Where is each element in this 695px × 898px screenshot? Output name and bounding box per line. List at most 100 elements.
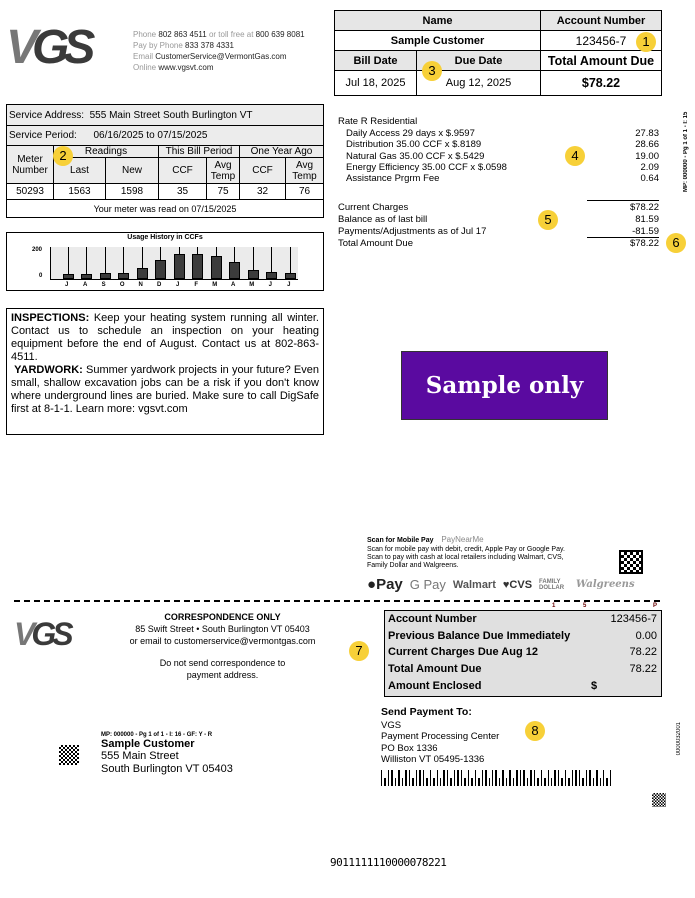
x-tick-label: A xyxy=(231,282,236,288)
charge-line: Assistance Prgrm Fee 0.64 xyxy=(346,173,659,185)
rate-name: Rate R Residential xyxy=(338,116,418,127)
charge-line: Energy Efficiency 35.00 CCF x $.0598 2.09 xyxy=(346,161,659,173)
datamatrix-icon xyxy=(59,745,79,765)
barcode-bar xyxy=(488,778,490,786)
charges-section: Rate R Residential Daily Access 29 days … xyxy=(338,116,659,249)
barcode-bar xyxy=(578,770,581,786)
barcode-bar xyxy=(609,770,612,786)
usage-bar xyxy=(210,256,222,279)
barcode-bar xyxy=(457,770,459,786)
total-amount-due: $78.22 xyxy=(540,70,662,96)
barcode-bar xyxy=(408,770,411,786)
send-payment-address: Send Payment To: VGS Payment Processing C… xyxy=(381,706,500,765)
datamatrix-icon xyxy=(652,793,666,807)
charges-total: $78.22 xyxy=(629,238,659,249)
website-link[interactable]: www.vgsvt.com xyxy=(158,63,214,72)
barcode-bar xyxy=(540,770,543,786)
x-tick-label: D xyxy=(157,282,162,288)
usage-bar xyxy=(266,271,278,279)
barcode-bar xyxy=(530,770,532,786)
barcode-bar xyxy=(443,770,445,786)
barcode-bar xyxy=(589,770,591,786)
barcode-bar xyxy=(568,778,570,786)
usage-bar xyxy=(173,254,185,279)
service-address: 555 Main Street South Burlington VT xyxy=(89,109,253,121)
badge-7: 7 xyxy=(349,641,369,661)
grid-line xyxy=(104,247,106,280)
barcode-bar xyxy=(467,770,470,786)
google-pay-logo: G Pay xyxy=(409,577,446,592)
barcode-bar xyxy=(603,770,605,786)
bill-date: Jul 18, 2025 xyxy=(334,70,417,96)
badge-1: 1 xyxy=(636,32,656,52)
barcode-bar xyxy=(394,778,397,786)
barcode-bar xyxy=(606,778,608,786)
qr-code-icon[interactable] xyxy=(619,550,643,574)
charge-line: Distribution 35.00 CCF x $.8189 28.66 xyxy=(346,139,659,151)
barcode-bar xyxy=(450,778,452,786)
barcode-bar xyxy=(512,778,515,786)
mail-code-vertical: MP: 000000 - Pg 1 of 1 - I: 15 xyxy=(683,111,689,192)
barcode-bar xyxy=(516,770,518,786)
barcode-bar xyxy=(398,770,400,786)
vgs-logo-stub: VGS xyxy=(14,616,74,652)
barcode-bar xyxy=(426,778,428,786)
y-tick: 200 xyxy=(32,247,43,253)
barcode-bar xyxy=(526,778,529,786)
chart-plot-area xyxy=(50,247,298,280)
barcode-bar xyxy=(502,770,504,786)
walgreens-logo: Walgreens xyxy=(576,579,635,590)
barcode-bar xyxy=(498,778,501,786)
chart-title: Usage History in CCFs xyxy=(127,234,203,241)
barcode-bar xyxy=(464,778,466,786)
payment-logos: ●Pay G Pay Walmart ♥CVS FAMILY DOLLAR Wa… xyxy=(367,576,662,593)
barcode-bar xyxy=(509,770,511,786)
service-table: Service Address: 555 Main Street South B… xyxy=(6,104,324,218)
sample-watermark: Sample only xyxy=(401,351,608,420)
barcode-bar xyxy=(582,778,584,786)
usage-chart: Usage History in CCFs 200 0 J A S O N D J F M A M J… xyxy=(6,232,324,291)
barcode-bar xyxy=(446,770,449,786)
barcode-bar xyxy=(592,778,595,786)
barcode-bar xyxy=(471,778,473,786)
usage-bar xyxy=(136,268,148,279)
barcode-bar xyxy=(387,770,390,786)
barcode-bar xyxy=(474,770,477,786)
barcode-bar xyxy=(492,770,494,786)
barcode-bar xyxy=(429,770,432,786)
barcode-bar xyxy=(412,778,414,786)
scanline: 901111111000007822​1 xyxy=(330,856,447,869)
barcode-bar xyxy=(401,778,404,786)
barcode-bar xyxy=(405,770,407,786)
email-link[interactable]: CustomerService@VermontGas.com xyxy=(155,52,287,61)
x-tick-label: J xyxy=(287,282,291,288)
meter-read-note: Your meter was read on 07/15/2025 xyxy=(6,199,324,218)
vgs-logo: VGS xyxy=(6,21,95,74)
barcode-bar xyxy=(533,770,536,786)
usage-bar xyxy=(118,273,130,279)
barcode-bar xyxy=(561,778,563,786)
x-tick-label: J xyxy=(64,282,69,288)
barcode-bar xyxy=(419,770,421,786)
barcode-bar xyxy=(537,778,539,786)
mobile-pay-section: Scan for Mobile Pay PayNearMe Scan for m… xyxy=(367,535,662,593)
barcode-bar xyxy=(547,770,549,786)
side-code: 0000032001 xyxy=(676,722,682,756)
grid-line xyxy=(67,247,69,280)
family-dollar-logo: FAMILY DOLLAR xyxy=(539,578,565,591)
badge-6: 6 xyxy=(666,233,686,253)
x-tick-label: A xyxy=(82,282,88,288)
x-tick-label: J xyxy=(176,282,180,288)
barcode-bar xyxy=(381,770,383,786)
barcode-bar xyxy=(478,778,480,786)
amount-enclosed-field[interactable]: $ xyxy=(591,680,598,692)
barcode-bar xyxy=(436,770,438,786)
apple-pay-logo: ●Pay xyxy=(367,576,403,593)
x-tick-label: S xyxy=(101,282,106,288)
barcode-bar xyxy=(550,778,553,786)
charge-line: Natural Gas 35.00 CCF x $.5429 19.00 xyxy=(346,150,659,162)
charge-line: Daily Access 29 days x $.9597 27.83 xyxy=(346,128,659,139)
barcode-bar xyxy=(564,770,567,786)
account-summary-table: Name Account Number Sample Customer 123456… xyxy=(334,10,662,96)
x-tick-label: F xyxy=(194,282,199,288)
